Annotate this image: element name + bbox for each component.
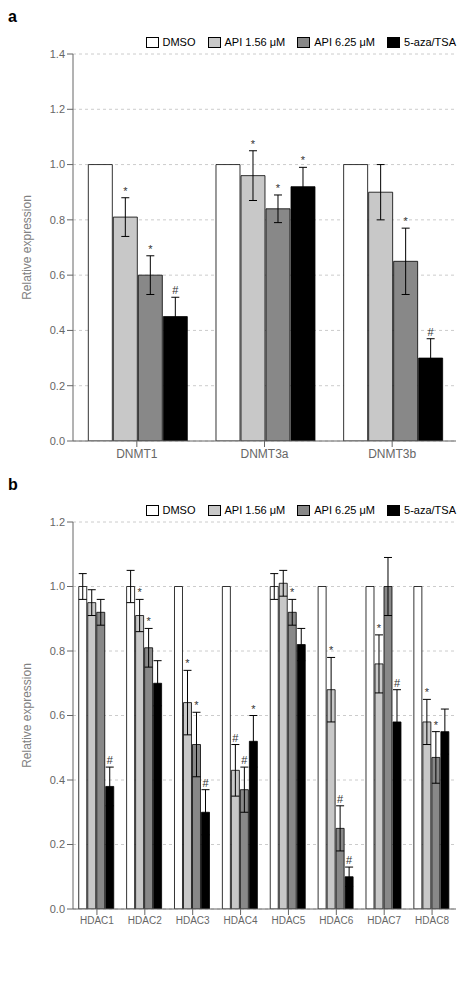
svg-text:*: *: [146, 615, 151, 627]
svg-text:HDAC8: HDAC8: [415, 915, 449, 926]
svg-text:1.2: 1.2: [50, 516, 65, 528]
svg-text:*: *: [123, 185, 128, 197]
svg-text:0.8: 0.8: [50, 645, 65, 657]
svg-text:0.4: 0.4: [50, 774, 65, 786]
svg-text:DNMT3b: DNMT3b: [368, 447, 416, 461]
svg-text:DNMT1: DNMT1: [116, 447, 158, 461]
svg-text:#: #: [337, 793, 344, 805]
html-text:API 1.56 μM: API 1.56 μM: [224, 36, 286, 48]
html-text:DMSO: DMSO: [162, 504, 196, 516]
svg-text:HDAC4: HDAC4: [224, 915, 258, 926]
svg-text:0.4: 0.4: [50, 324, 65, 336]
svg-text:1.0: 1.0: [50, 580, 65, 592]
svg-text:HDAC5: HDAC5: [271, 915, 305, 926]
svg-text:*: *: [148, 243, 153, 255]
svg-text:*: *: [251, 703, 256, 715]
svg-text:#: #: [394, 677, 401, 689]
html-text:API 6.25 μM: API 6.25 μM: [314, 36, 375, 48]
svg-text:*: *: [276, 182, 281, 194]
svg-text:0.2: 0.2: [50, 838, 65, 850]
html-text:5-aza/TSA: 5-aza/TSA: [404, 36, 456, 48]
svg-text:#: #: [107, 754, 114, 766]
svg-text:*: *: [301, 154, 306, 166]
svg-text:HDAC2: HDAC2: [128, 915, 162, 926]
svg-text:HDAC6: HDAC6: [319, 915, 353, 926]
svg-text:*: *: [185, 657, 190, 669]
html-text:5-aza/TSA: 5-aza/TSA: [404, 504, 456, 516]
svg-text:0.8: 0.8: [50, 214, 65, 226]
html-text:b: b: [8, 476, 18, 493]
svg-text:0.6: 0.6: [50, 709, 65, 721]
svg-text:*: *: [251, 138, 256, 150]
svg-text:#: #: [241, 754, 248, 766]
svg-text:*: *: [404, 215, 409, 227]
svg-text:#: #: [232, 732, 239, 744]
svg-text:*: *: [425, 686, 430, 698]
svg-text:#: #: [172, 284, 179, 296]
svg-text:0.2: 0.2: [50, 380, 65, 392]
svg-text:#: #: [428, 326, 435, 338]
svg-text:*: *: [329, 644, 334, 656]
svg-text:Relative expression: Relative expression: [20, 195, 34, 300]
svg-text:*: *: [434, 719, 439, 731]
svg-text:0.0: 0.0: [50, 435, 65, 447]
svg-text:*: *: [290, 586, 295, 598]
svg-text:*: *: [137, 586, 142, 598]
svg-text:HDAC3: HDAC3: [176, 915, 210, 926]
svg-text:*: *: [377, 622, 382, 634]
html-text:API 1.56 μM: API 1.56 μM: [224, 504, 286, 516]
html-text:a: a: [8, 8, 17, 25]
svg-text:HDAC1: HDAC1: [80, 915, 114, 926]
svg-text:0.6: 0.6: [50, 269, 65, 281]
svg-text:1.4: 1.4: [50, 48, 65, 60]
svg-text:Relative expression: Relative expression: [20, 663, 34, 768]
svg-text:1.2: 1.2: [50, 103, 65, 115]
svg-text:HDAC7: HDAC7: [367, 915, 401, 926]
html-text:DMSO: DMSO: [162, 36, 196, 48]
svg-text:#: #: [202, 777, 209, 789]
svg-text:*: *: [194, 699, 199, 711]
svg-text:#: #: [346, 854, 353, 866]
html-text:API 6.25 μM: API 6.25 μM: [314, 504, 375, 516]
svg-text:DNMT3a: DNMT3a: [240, 447, 288, 461]
svg-text:0.0: 0.0: [50, 903, 65, 915]
svg-text:1.0: 1.0: [50, 158, 65, 170]
